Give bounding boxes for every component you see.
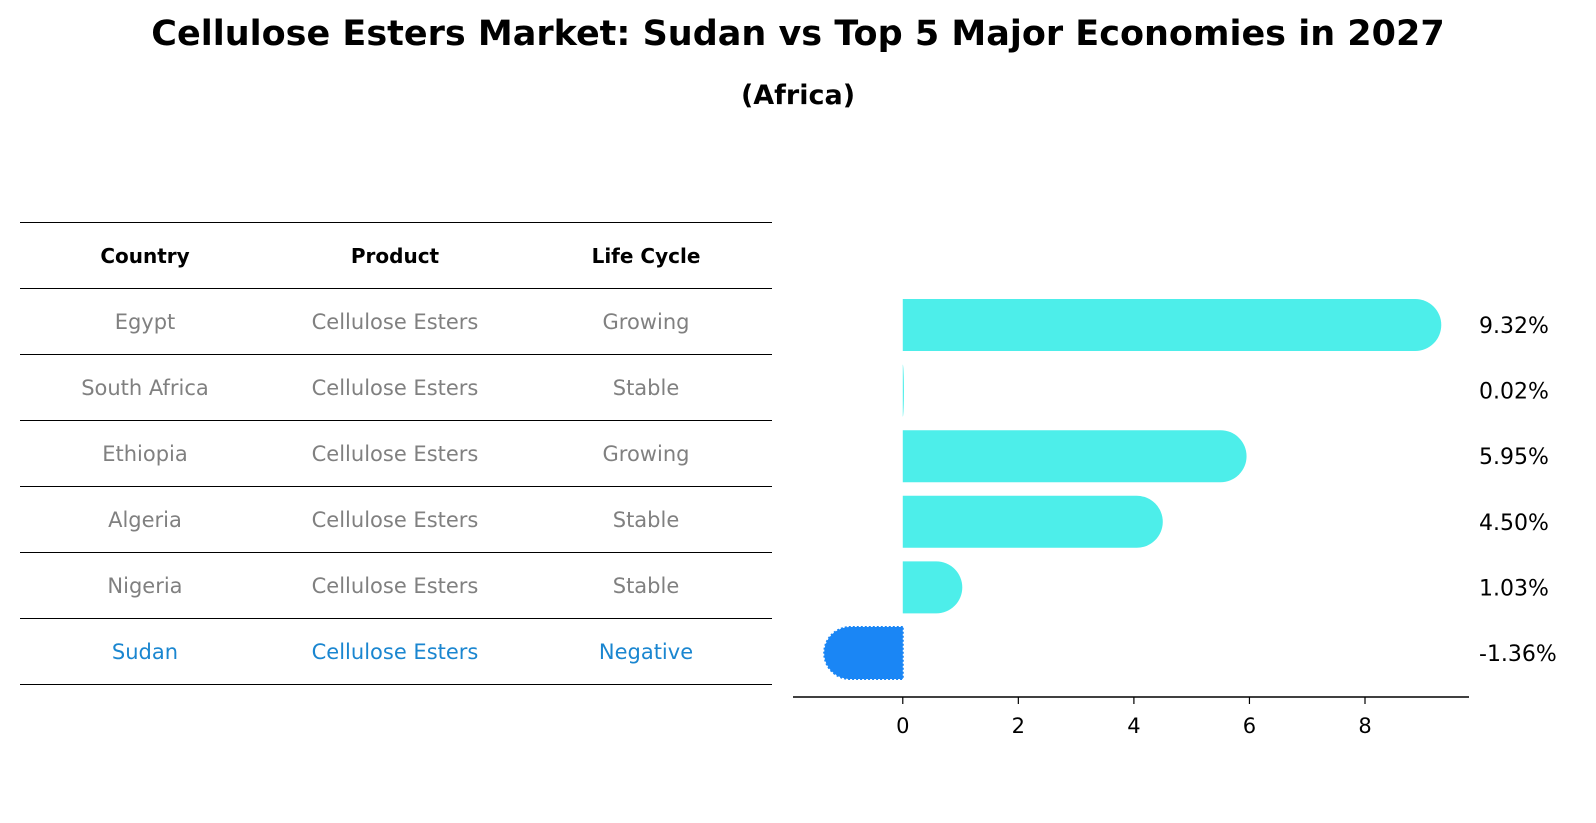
cell-life-cycle: Stable [520,552,772,619]
cell-life-cycle: Negative [520,618,772,685]
x-tick-label: 2 [1012,714,1025,738]
bar-south-africa [902,364,904,417]
cell-product: Cellulose Esters [270,618,520,685]
cell-life-cycle: Growing [520,288,772,355]
page-title: Cellulose Esters Market: Sudan vs Top 5 … [151,14,1445,54]
header-life-cycle: Life Cycle [520,222,772,289]
value-label: 9.32% [1479,314,1549,339]
table-row-highlight: Sudan Cellulose Esters Negative [20,618,772,685]
table-row: Ethiopia Cellulose Esters Growing [20,420,772,487]
value-label: 4.50% [1479,511,1549,536]
cell-country: Algeria [20,486,270,553]
cell-product: Cellulose Esters [270,420,520,487]
cell-product: Cellulose Esters [270,354,520,421]
cell-country: Sudan [20,618,270,685]
value-label: 0.02% [1479,380,1549,405]
page-subtitle: (Africa) [740,80,856,111]
cell-life-cycle: Growing [520,420,772,487]
x-tick-label: 6 [1243,714,1256,738]
data-table: Country Product Life Cycle Egypt Cellulo… [20,222,772,685]
table-row: Algeria Cellulose Esters Stable [20,486,772,553]
cell-country: South Africa [20,354,270,421]
table-header-row: Country Product Life Cycle [20,222,772,289]
bar-algeria [902,495,1163,548]
x-tick-label: 0 [896,714,909,738]
bar-sudan [823,626,904,680]
cell-product: Cellulose Esters [270,552,520,619]
table-row: Egypt Cellulose Esters Growing [20,288,772,355]
x-tick-label: 4 [1127,714,1140,738]
bar-egypt [902,299,1442,351]
cell-country: Ethiopia [20,420,270,487]
bar-ethiopia [902,430,1247,483]
value-label: -1.36% [1479,642,1557,667]
header-product: Product [270,222,520,289]
value-label: 1.03% [1479,576,1549,601]
header-country: Country [20,222,270,289]
cell-life-cycle: Stable [520,486,772,553]
bar-nigeria [902,561,963,614]
cell-product: Cellulose Esters [270,288,520,355]
cell-life-cycle: Stable [520,354,772,421]
cell-country: Egypt [20,288,270,355]
x-tick-label: 8 [1358,714,1371,738]
cell-product: Cellulose Esters [270,486,520,553]
value-label: 5.95% [1479,445,1549,470]
cell-country: Nigeria [20,552,270,619]
table-row: South Africa Cellulose Esters Stable [20,354,772,421]
table-row: Nigeria Cellulose Esters Stable [20,552,772,619]
